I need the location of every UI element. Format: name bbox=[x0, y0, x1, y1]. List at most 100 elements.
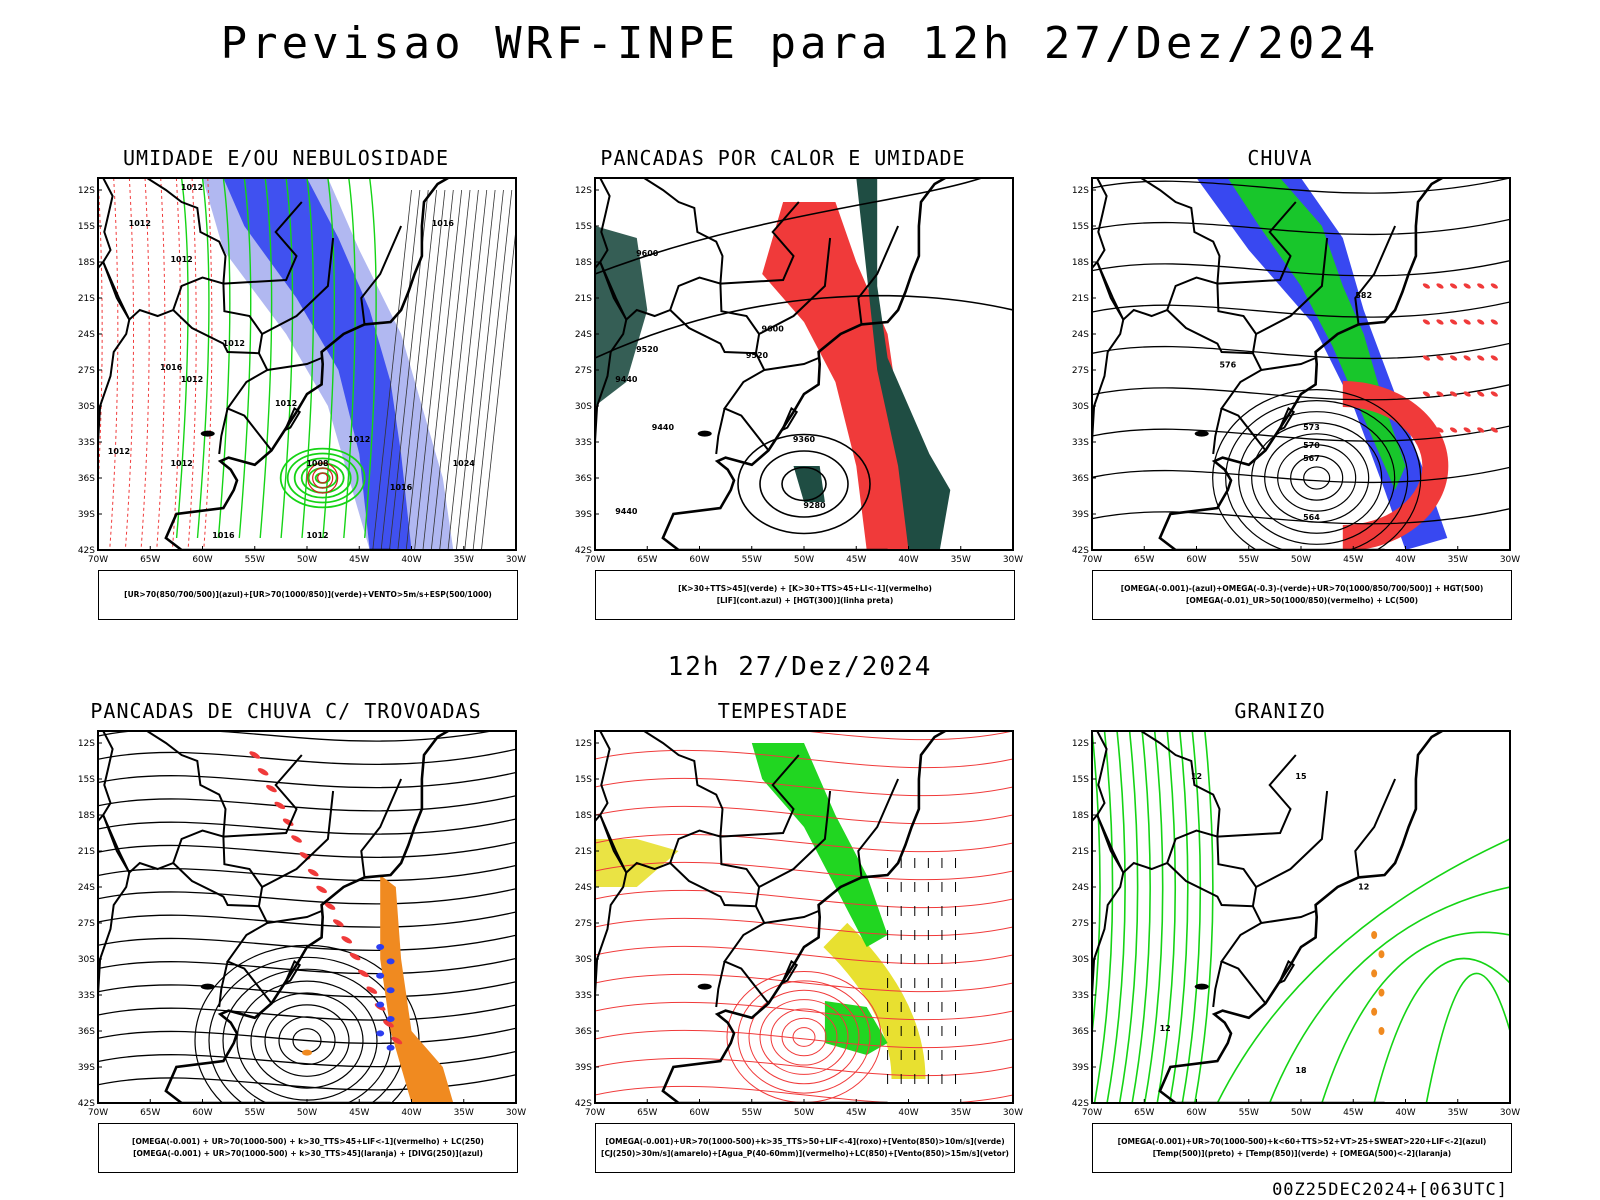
rain-red bbox=[1436, 283, 1444, 289]
contour-label: 12 bbox=[1358, 882, 1369, 891]
lat-tick-label: 12S bbox=[1072, 739, 1089, 749]
lc500-line bbox=[1092, 178, 1510, 194]
divergence-blue bbox=[386, 958, 395, 965]
divergence-blue bbox=[386, 1016, 395, 1022]
lat-tick-label: 27S bbox=[1072, 919, 1089, 929]
rain-red bbox=[1477, 319, 1485, 325]
rain-red bbox=[1436, 391, 1444, 397]
rain-red bbox=[1463, 283, 1471, 289]
divergence-blue bbox=[386, 1044, 395, 1051]
humidity-low-contour bbox=[301, 178, 315, 539]
legend-line: [OMEGA(-0.001) + UR>70(1000-500) + k>30_… bbox=[133, 1149, 483, 1158]
legend-line: [OMEGA(-0.001)+UR>70(1000-500)+k<60+TTS>… bbox=[1117, 1137, 1487, 1146]
lat-tick-label: 24S bbox=[78, 883, 95, 893]
lon-tick-label: 70W bbox=[1082, 1108, 1102, 1118]
rain-red bbox=[1490, 319, 1498, 325]
rain-red bbox=[1449, 391, 1458, 397]
coastline bbox=[661, 178, 946, 550]
hgt300-contour bbox=[759, 450, 849, 518]
map-layer: 1012 1012 1012 1016 1012 1012 1012 1012 1012 1012… bbox=[98, 178, 516, 550]
lat-tick-label: 39S bbox=[1072, 1063, 1089, 1073]
country-border bbox=[98, 260, 131, 449]
lc250-streamline bbox=[98, 1074, 516, 1091]
lat-tick-label: 18S bbox=[575, 258, 592, 268]
lc250-streamline bbox=[98, 957, 516, 975]
map-layer: 576 573 570 567 564 582 bbox=[1092, 178, 1510, 550]
lon-tick-label: 60W bbox=[192, 1108, 212, 1118]
country-border bbox=[1096, 178, 1221, 322]
lat-tick-label: 24S bbox=[1072, 883, 1089, 893]
lat-tick-label: 36S bbox=[78, 474, 95, 484]
map-layer bbox=[98, 731, 516, 1103]
rain-red bbox=[1436, 427, 1444, 433]
contour-label: 1008 bbox=[306, 459, 329, 468]
lon-tick-label: 60W bbox=[192, 555, 212, 565]
lat-tick-label: 36S bbox=[1072, 474, 1089, 484]
thunderstorm-red bbox=[383, 1020, 394, 1028]
lc850-streamline bbox=[770, 1008, 838, 1066]
lc850-streamline bbox=[792, 1027, 816, 1047]
legend-line: [UR>70(850/700/500)](azul)+[UR>70(1000/8… bbox=[124, 590, 492, 599]
lc250-streamline bbox=[250, 992, 364, 1089]
mid-title: 12h 27/Dez/2024 bbox=[667, 652, 933, 682]
temp850-contour bbox=[1194, 731, 1214, 1103]
lc500-line bbox=[1092, 301, 1510, 318]
thickness-contour bbox=[187, 178, 197, 550]
country-border bbox=[1212, 408, 1223, 455]
lat-tick-label: 12S bbox=[575, 186, 592, 196]
country-border bbox=[261, 790, 335, 888]
wind-arrow-column bbox=[380, 189, 421, 550]
contour-label: 582 bbox=[1355, 291, 1372, 300]
lat-tick-label: 27S bbox=[78, 366, 95, 376]
lc250-streamline bbox=[264, 1004, 350, 1077]
lc250-streamline bbox=[98, 1004, 516, 1021]
wind-arrow-column bbox=[447, 189, 488, 550]
lon-tick-label: 60W bbox=[689, 1108, 709, 1118]
contour-label: 9520 bbox=[636, 345, 659, 354]
temp850-contour bbox=[1131, 731, 1151, 1103]
lc250-streamline bbox=[98, 841, 516, 859]
lat-tick-label: 42S bbox=[78, 546, 95, 556]
panel-umidade: UMIDADE E/OU NEBULOSIDADE 1012 1012 1012 10… bbox=[66, 146, 526, 626]
country-border bbox=[1261, 357, 1316, 371]
lon-tick-label: 40W bbox=[1395, 555, 1415, 565]
country-border bbox=[1354, 778, 1397, 878]
contour-label: 1016 bbox=[160, 363, 183, 372]
lon-tick-label: 65W bbox=[637, 555, 657, 565]
omega500-orange bbox=[1371, 1007, 1378, 1016]
contour-label: 1012 bbox=[223, 339, 245, 348]
lon-tick-label: 55W bbox=[742, 555, 762, 565]
country-border bbox=[98, 813, 131, 1002]
lat-tick-label: 18S bbox=[1072, 811, 1089, 821]
lat-tick-label: 12S bbox=[575, 739, 592, 749]
lat-tick-label: 30S bbox=[78, 955, 95, 965]
lat-tick-label: 39S bbox=[78, 1063, 95, 1073]
lc850-streamline bbox=[737, 980, 871, 1094]
low-center bbox=[312, 467, 334, 489]
divergence-blue bbox=[376, 1030, 385, 1037]
thunderstorm-red bbox=[349, 952, 361, 961]
rain-red bbox=[1463, 391, 1471, 397]
lc250-streamline bbox=[98, 888, 516, 905]
humidity-low-contour bbox=[279, 447, 366, 509]
lc250-streamline bbox=[98, 1027, 516, 1045]
lc850-streamline bbox=[595, 861, 1013, 881]
contour-label: 1012 bbox=[348, 435, 370, 444]
lc850-streamline bbox=[595, 805, 1013, 825]
country-border bbox=[1217, 754, 1297, 838]
contour-label: 1012 bbox=[129, 219, 151, 228]
country-border bbox=[595, 260, 628, 449]
heat-showers-green bbox=[856, 178, 951, 550]
wind-arrow-column bbox=[472, 189, 513, 550]
lon-tick-label: 30W bbox=[506, 1108, 526, 1118]
thunderstorm-red bbox=[316, 885, 327, 894]
thunderstorm-red bbox=[257, 768, 269, 776]
lat-tick-label: 42S bbox=[1072, 546, 1089, 556]
lat-tick-label: 33S bbox=[78, 991, 95, 1001]
lon-tick-label: 65W bbox=[140, 1108, 160, 1118]
contour-label: 9440 bbox=[652, 423, 675, 432]
country-border bbox=[720, 754, 800, 838]
divergence-blue bbox=[376, 1001, 385, 1008]
humidity-low-contour bbox=[293, 457, 352, 499]
wind-arrow-column bbox=[481, 224, 516, 550]
